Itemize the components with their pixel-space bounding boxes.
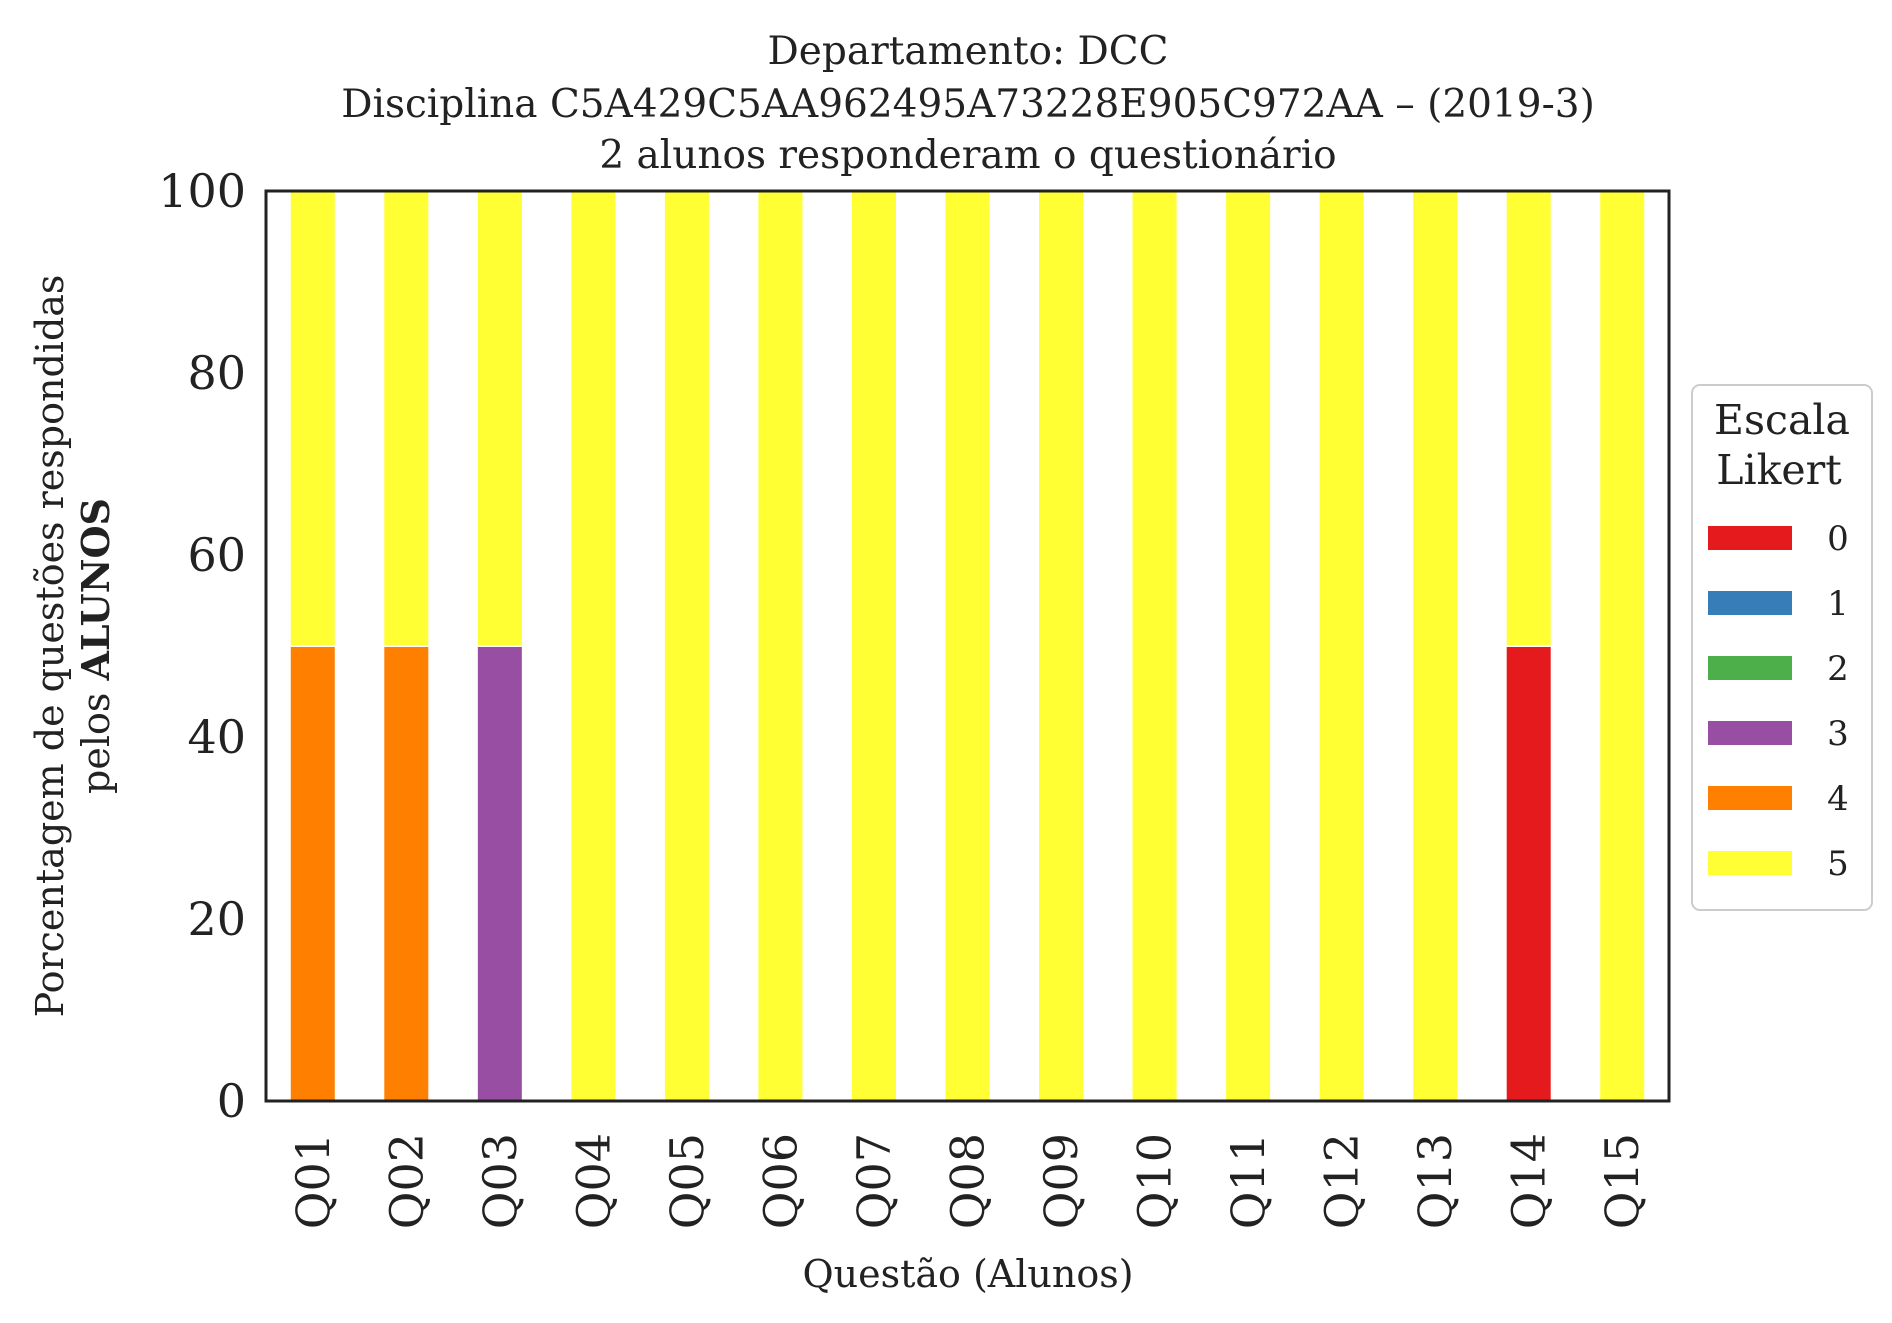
legend-title-line-1: Escala <box>1714 396 1850 444</box>
bar-q02-scale-4 <box>384 646 429 1101</box>
legend-label-3: 3 <box>1827 714 1849 754</box>
y-tick-label: 0 <box>217 1074 246 1128</box>
y-axis-label: Porcentagem de questões respondidas pelo… <box>28 275 118 1018</box>
legend-swatch-1 <box>1708 591 1792 615</box>
x-tick-label-q15: Q15 <box>1595 1133 1649 1229</box>
bar-q11-scale-5 <box>1226 191 1271 1101</box>
y-axis-label-line-1: Porcentagem de questões respondidas <box>28 275 72 1018</box>
chart-title-line-3: 2 alunos responderam o questionário <box>599 133 1336 178</box>
chart-title: Departamento: DCC Disciplina C5A429C5AA9… <box>341 29 1595 178</box>
legend: Escala Likert 0 1 2 3 4 5 <box>1691 384 1873 911</box>
x-tick-label-q11: Q11 <box>1221 1133 1275 1229</box>
legend-swatch-0 <box>1708 526 1792 550</box>
x-tick-label-q04: Q04 <box>566 1133 620 1229</box>
x-tick-label-q07: Q07 <box>847 1133 901 1229</box>
bar-q06-scale-5 <box>758 191 803 1101</box>
x-tick-label-q14: Q14 <box>1502 1133 1556 1229</box>
bar-q05-scale-5 <box>664 191 709 1101</box>
chart-title-line-2: Disciplina C5A429C5AA962495A73228E905C97… <box>341 82 1595 127</box>
y-tick-label: 40 <box>187 710 246 764</box>
y-axis-label-bold: ALUNOS <box>73 498 118 682</box>
bar-q03-scale-3 <box>477 646 522 1101</box>
x-tick-label-q10: Q10 <box>1128 1133 1182 1229</box>
legend-items: 0 1 2 3 4 5 <box>1708 519 1849 884</box>
bar-q04-scale-5 <box>571 191 616 1101</box>
bar-q14-scale-5 <box>1506 191 1551 646</box>
x-tick-label-q03: Q03 <box>473 1133 527 1229</box>
y-tick-label: 20 <box>187 892 246 946</box>
legend-swatch-3 <box>1708 721 1792 745</box>
chart-title-line-1: Departamento: DCC <box>768 29 1169 74</box>
legend-frame <box>1691 384 1873 911</box>
legend-swatch-2 <box>1708 656 1792 680</box>
legend-label-1: 1 <box>1827 584 1849 624</box>
x-tick-label-q05: Q05 <box>660 1133 714 1229</box>
y-axis-label-prefix: pelos <box>74 681 118 794</box>
x-tick-label-q01: Q01 <box>286 1133 340 1229</box>
bar-q08-scale-5 <box>945 191 990 1101</box>
x-axis-ticks: Q01 Q02 Q03 Q04 Q05 Q06 Q07 Q08 Q09 Q10 Q11 Q12 Q13 Q… <box>286 1133 1649 1229</box>
legend-label-0: 0 <box>1827 519 1849 559</box>
bar-q12-scale-5 <box>1319 191 1364 1101</box>
legend-label-5: 5 <box>1827 844 1849 884</box>
bar-q01-scale-4 <box>290 646 335 1101</box>
bar-q10-scale-5 <box>1132 191 1177 1101</box>
bar-q09-scale-5 <box>1039 191 1084 1101</box>
bar-q07-scale-5 <box>851 191 896 1101</box>
legend-title-line-2: Likert <box>1716 446 1842 494</box>
bar-q02-scale-5 <box>384 191 429 646</box>
x-tick-label-q13: Q13 <box>1408 1133 1462 1229</box>
x-axis-label: Questão (Alunos) <box>802 1252 1133 1296</box>
bar-q14-scale-0 <box>1506 646 1551 1101</box>
x-tick-label-q12: Q12 <box>1315 1133 1369 1229</box>
plot-area <box>290 191 1645 1101</box>
y-tick-label: 60 <box>187 528 246 582</box>
legend-swatch-4 <box>1708 786 1792 810</box>
legend-label-2: 2 <box>1827 649 1849 689</box>
plot-frame <box>264 189 1671 1103</box>
bar-q13-scale-5 <box>1413 191 1458 1101</box>
x-tick-label-q08: Q08 <box>941 1133 995 1229</box>
y-tick-label: 100 <box>158 164 246 218</box>
bar-q03-scale-5 <box>477 191 522 646</box>
x-tick-label-q02: Q02 <box>379 1133 433 1229</box>
y-axis-label-line-2: pelos ALUNOS <box>73 498 118 794</box>
y-axis-ticks: 0 20 40 60 80 100 <box>158 164 246 1128</box>
x-tick-label-q06: Q06 <box>753 1133 807 1229</box>
legend-swatch-5 <box>1708 851 1792 875</box>
bar-q01-scale-5 <box>290 191 335 646</box>
legend-label-4: 4 <box>1827 779 1849 819</box>
y-tick-label: 80 <box>187 346 246 400</box>
x-tick-label-q09: Q09 <box>1034 1133 1088 1229</box>
bar-q15-scale-5 <box>1600 191 1645 1101</box>
